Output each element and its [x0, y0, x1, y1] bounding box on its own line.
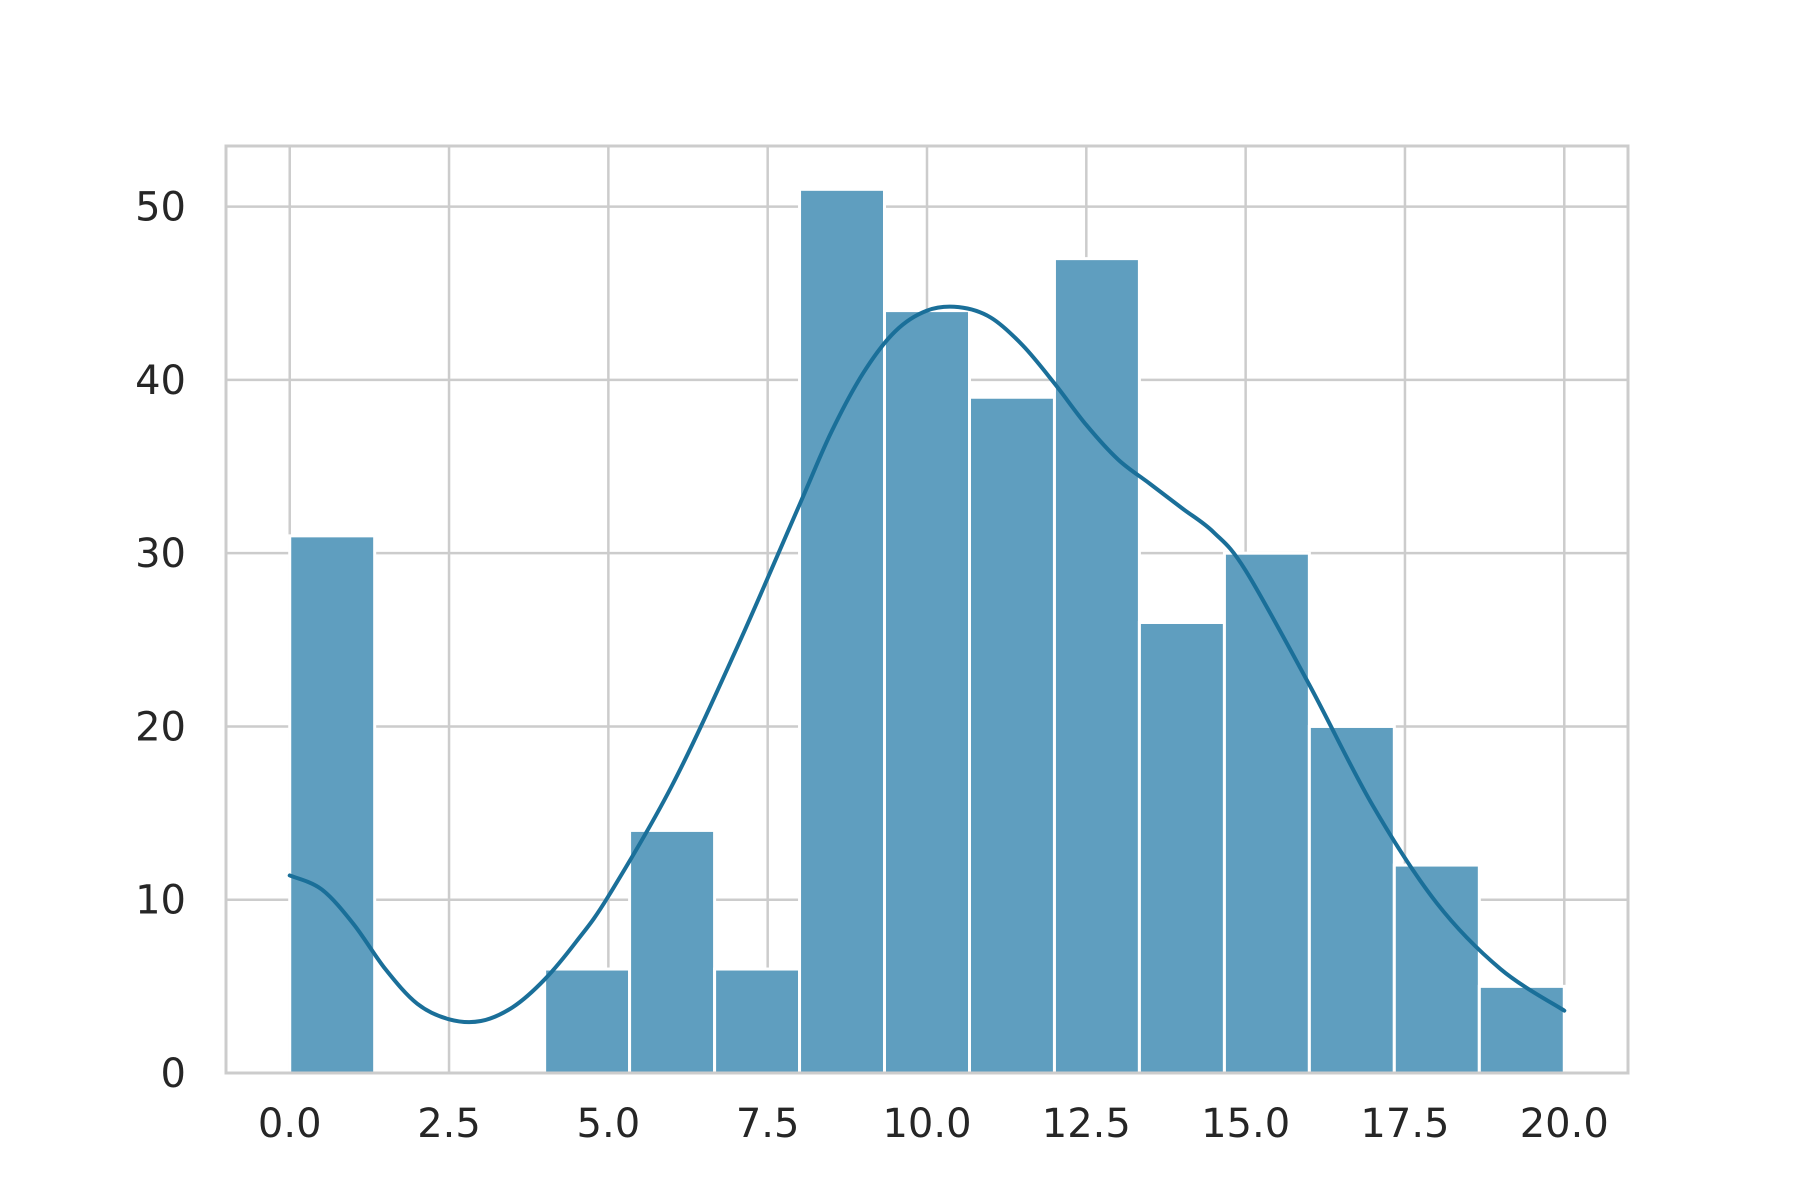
y-tick-label: 0	[161, 1051, 186, 1097]
kde-curve	[287, 304, 1567, 1025]
x-tick-label: 0.0	[258, 1101, 322, 1147]
histogram-bar	[1137, 620, 1226, 1075]
histogram-bar	[1392, 863, 1481, 1075]
histogram-bar	[1222, 551, 1311, 1075]
histogram-bar	[543, 967, 632, 1075]
x-tick-label: 12.5	[1042, 1101, 1131, 1147]
histogram-bars	[288, 187, 1566, 1075]
y-axis-ticks: 0 10 20 30 40 50	[135, 185, 186, 1097]
x-tick-label: 10.0	[882, 1101, 971, 1147]
histogram-bar	[1052, 257, 1141, 1075]
x-tick-label: 15.0	[1201, 1101, 1290, 1147]
histogram-bar	[968, 395, 1056, 1075]
histogram-bar	[1477, 984, 1566, 1075]
histogram-bar	[1307, 724, 1396, 1075]
x-tick-label: 17.5	[1360, 1101, 1449, 1147]
x-tick-label: 20.0	[1520, 1101, 1609, 1147]
histogram-bar	[288, 534, 377, 1075]
y-tick-label: 40	[135, 358, 186, 404]
plot-frame	[224, 144, 1630, 1075]
y-tick-label: 20	[135, 704, 186, 750]
histogram-bar	[882, 309, 972, 1075]
y-tick-label: 50	[135, 185, 186, 231]
kde-curve-group	[287, 304, 1567, 1025]
x-axis-ticks: 0.0 2.5 5.0 7.5 10.0 12.5 15.0 17.5 20.0	[258, 1101, 1609, 1147]
x-tick-label: 7.5	[736, 1101, 800, 1147]
x-tick-label: 2.5	[417, 1101, 481, 1147]
histogram-bar	[798, 187, 886, 1075]
y-tick-label: 30	[135, 531, 186, 577]
x-tick-label: 5.0	[577, 1101, 641, 1147]
plot-border	[224, 144, 1630, 1075]
y-tick-label: 10	[135, 878, 186, 924]
histogram-bar	[628, 828, 717, 1075]
histogram-bar	[713, 967, 802, 1075]
